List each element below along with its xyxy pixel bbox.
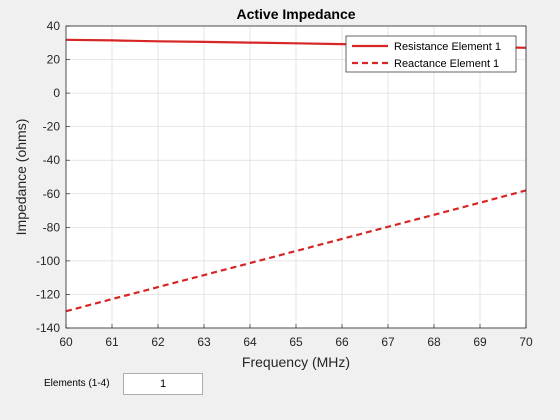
legend: Resistance Element 1 Reactance Element 1 (345, 35, 517, 73)
y-tick-label: -60 (43, 187, 61, 201)
y-axis-label: Impedance (ohms) (13, 119, 29, 236)
x-tick-label: 61 (105, 335, 119, 349)
y-tick-label: -140 (36, 321, 60, 335)
x-tick-label: 69 (473, 335, 487, 349)
legend-label-2: Reactance Element 1 (394, 58, 499, 70)
elements-input[interactable]: 1 (123, 373, 203, 395)
elements-label: Elements (1-4) (44, 378, 110, 389)
x-axis-label: Frequency (MHz) (242, 354, 350, 370)
y-tick-label: -100 (36, 254, 60, 268)
x-tick-label: 70 (519, 335, 533, 349)
x-tick-label: 67 (381, 335, 395, 349)
x-tick-label: 62 (151, 335, 165, 349)
y-tick-label: -80 (43, 220, 61, 234)
x-tick-label: 66 (335, 335, 349, 349)
y-tick-label: 40 (47, 19, 61, 33)
x-tick-label: 68 (427, 335, 441, 349)
x-tick-label: 64 (243, 335, 257, 349)
legend-label-1: Resistance Element 1 (394, 41, 501, 53)
y-tick-label: -20 (43, 120, 61, 134)
ticks: 60 61 62 63 64 65 66 67 68 69 70 40 20 0 -20 -40 -60 -80 -… (36, 19, 533, 349)
x-tick-label: 60 (59, 335, 73, 349)
y-tick-label: 20 (47, 53, 61, 67)
legend-box (345, 35, 517, 73)
y-tick-label: -120 (36, 287, 60, 301)
x-tick-label: 63 (197, 335, 211, 349)
y-tick-label: 0 (53, 86, 60, 100)
chart-title: Active Impedance (236, 6, 355, 22)
y-tick-label: -40 (43, 153, 61, 167)
x-tick-label: 65 (289, 335, 303, 349)
